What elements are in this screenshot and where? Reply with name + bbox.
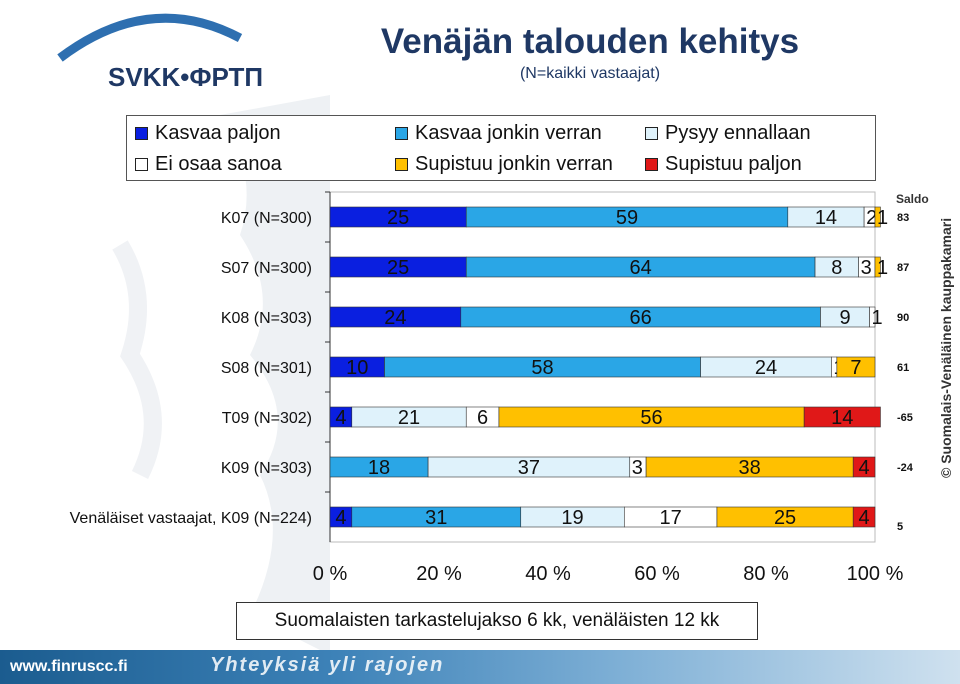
bar-segment: [852, 506, 876, 528]
data-label: 18: [368, 457, 390, 479]
saldo-value: 5: [897, 521, 903, 533]
legend-swatch: [645, 158, 658, 171]
data-label: 14: [815, 207, 837, 229]
data-label: 19: [561, 507, 583, 529]
data-label: 4: [859, 507, 870, 529]
saldo-value: 61: [897, 362, 909, 374]
map-background: [112, 95, 330, 655]
legend-label: Ei osaa sanoa: [155, 153, 282, 175]
logo: SVKK•ФРТП: [57, 13, 263, 92]
data-label: 25: [387, 257, 409, 279]
bar-segment: [852, 456, 876, 478]
data-label: 4: [859, 457, 870, 479]
legend-swatch: [135, 158, 148, 171]
legend-label: Kasvaa jonkin verran: [415, 122, 602, 144]
data-label: 64: [630, 257, 652, 279]
data-label: 14: [831, 407, 853, 429]
data-label: 25: [774, 507, 796, 529]
data-label: 25: [387, 207, 409, 229]
footer-slogan: Yhteyksiä yli rajojen: [210, 654, 445, 676]
data-label: 1: [877, 257, 888, 279]
data-label: 38: [739, 457, 761, 479]
x-tick-label: 0 %: [313, 563, 348, 585]
category-label: S07 (N=300): [221, 260, 312, 277]
legend-label: Supistuu jonkin verran: [415, 153, 613, 175]
data-label: 7: [850, 357, 861, 379]
x-tick-label: 60 %: [634, 563, 680, 585]
bar-segment: [836, 356, 876, 378]
data-label: 6: [477, 407, 488, 429]
legend-label: Supistuu paljon: [665, 153, 802, 175]
data-label: 17: [660, 507, 682, 529]
category-label: K07 (N=300): [221, 210, 312, 227]
legend-swatch: [395, 127, 408, 140]
saldo-value: 87: [897, 262, 909, 274]
legend-swatch: [135, 127, 148, 140]
legend-label: Kasvaa paljon: [155, 122, 281, 144]
data-label: 2: [866, 207, 877, 229]
saldo-value: -65: [897, 412, 913, 424]
saldo-value: 90: [897, 312, 909, 324]
x-tick-label: 80 %: [743, 563, 789, 585]
data-label: 8: [831, 257, 842, 279]
data-label: 58: [531, 357, 553, 379]
saldo-value: -24: [897, 462, 914, 474]
data-label: 37: [518, 457, 540, 479]
data-label: 1: [872, 307, 883, 329]
data-label: 4: [335, 507, 346, 529]
legend-swatch: [645, 127, 658, 140]
data-label: 21: [398, 407, 420, 429]
legend-swatch: [395, 158, 408, 171]
logo-text: SVKK•ФРТП: [108, 62, 263, 92]
saldo-header: Saldo: [896, 192, 929, 206]
data-label: 24: [755, 357, 777, 379]
period-note: Suomalaisten tarkastelujakso 6 kk, venäl…: [236, 602, 758, 640]
data-label: 4: [335, 407, 346, 429]
data-label: 31: [425, 507, 447, 529]
bar-segment: [869, 306, 876, 328]
x-tick-label: 100 %: [847, 563, 904, 585]
bar-segment: [874, 206, 881, 228]
x-tick-label: 40 %: [525, 563, 571, 585]
category-label: S08 (N=301): [221, 360, 312, 377]
data-label: 10: [346, 357, 368, 379]
bar-segment: [803, 406, 881, 428]
data-label: 59: [616, 207, 638, 229]
data-label: 56: [640, 407, 662, 429]
data-label: 9: [839, 307, 850, 329]
legend: Kasvaa paljon Kasvaa jonkin verran Pysyy e…: [126, 115, 876, 181]
x-tick-label: 20 %: [416, 563, 462, 585]
side-credit: © Suomalais-Venäläinen kauppakamari: [938, 217, 954, 478]
bar-segment: [874, 256, 881, 278]
data-label: 1: [877, 207, 888, 229]
legend-label: Pysyy ennallaan: [665, 122, 811, 144]
category-label: T09 (N=302): [222, 410, 312, 427]
chart-subtitle: (N=kaikki vastaajat): [519, 65, 661, 82]
data-label: 24: [384, 307, 406, 329]
data-label: 66: [630, 307, 652, 329]
saldo-value: 83: [897, 212, 909, 224]
category-label: K08 (N=303): [221, 310, 312, 327]
footer-banner: www.finruscc.fi Yhteyksiä yli rajojen: [0, 650, 960, 684]
data-label: 3: [861, 257, 872, 279]
chart-title: Venäjän talouden kehitys: [380, 22, 800, 61]
data-label: 3: [632, 457, 643, 479]
footer-url[interactable]: www.finruscc.fi: [10, 658, 128, 675]
category-label: K09 (N=303): [221, 460, 312, 477]
category-label: Venäläiset vastaajat, K09 (N=224): [70, 510, 312, 527]
